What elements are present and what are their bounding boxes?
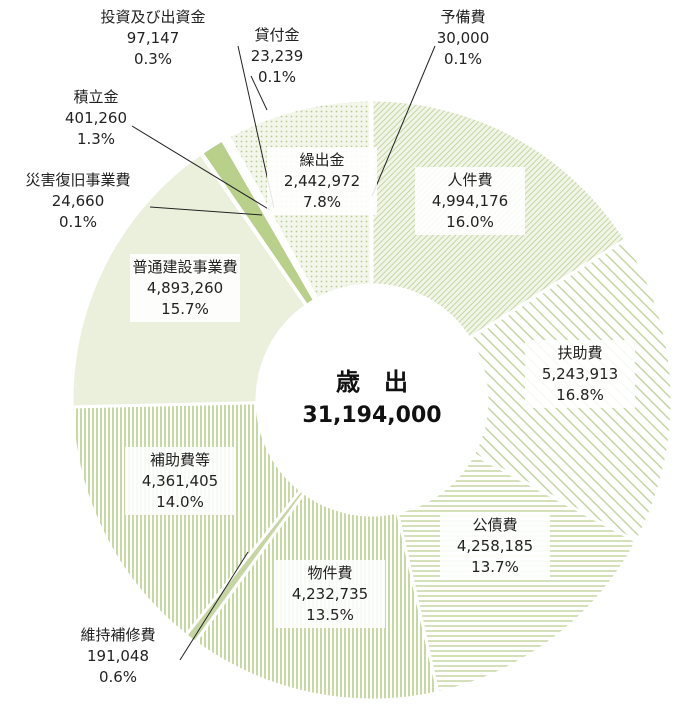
slice-percent-2: 13.7% [471,558,519,576]
slice-name-7: 災害復旧事業費 [25,171,130,189]
slice-value-9: 97,147 [127,29,180,47]
slice-name-11: 繰出金 [299,151,344,169]
slice-percent-7: 0.1% [59,213,97,231]
slice-label-box-2 [440,512,550,580]
slice-name-9: 投資及び出資金 [100,8,205,26]
slice-label-box-6 [130,254,240,322]
slice-percent-3: 13.5% [306,606,354,624]
slice-label-2: 公債費 4,258,185 13.7% [440,512,550,580]
slice-label-3: 物件費 4,232,735 13.5% [275,560,385,628]
slice-percent-9: 0.3% [134,50,172,68]
center-total: 31,194,000 [302,403,441,428]
slice-name-1: 扶助費 [557,344,602,362]
slice-percent-11: 7.8% [303,193,341,211]
slice-label-12: 予備費 30,000 0.1% [437,8,490,68]
slice-percent-0: 16.0% [446,213,494,231]
slice-value-10: 23,239 [251,47,304,65]
slice-name-2: 公債費 [472,516,517,534]
slice-value-8: 401,260 [65,109,127,127]
slice-name-12: 予備費 [440,8,485,26]
slice-labels: 人件費 4,994,176 16.0% 扶助費 5,243,913 16.8% 公債費 4,2… [25,8,635,686]
slice-value-7: 24,660 [52,192,105,210]
slice-percent-12: 0.1% [444,50,482,68]
slice-name-10: 貸付金 [254,26,299,44]
slice-percent-5: 14.0% [156,493,204,511]
slice-label-7: 災害復旧事業費 24,660 0.1% [25,171,130,231]
slice-percent-1: 16.8% [556,386,604,404]
leader-line-12 [371,45,436,197]
slice-label-box-0 [415,167,525,235]
slice-value-6: 4,893,260 [147,279,223,297]
slice-label-8: 積立金 401,260 1.3% [65,88,127,148]
slice-percent-10: 0.1% [258,68,296,86]
slice-label-0: 人件費 4,994,176 16.0% [415,167,525,235]
slice-value-11: 2,442,972 [284,172,360,190]
slice-percent-6: 15.7% [161,300,209,318]
slice-value-2: 4,258,185 [457,537,533,555]
slice-name-5: 補助費等 [150,451,210,469]
slice-value-5: 4,361,405 [142,472,218,490]
slice-label-box-3 [275,560,385,628]
slice-name-6: 普通建設事業費 [132,258,237,276]
slice-label-box-11 [267,147,377,215]
slice-value-3: 4,232,735 [292,585,368,603]
leader-line-8 [131,125,271,211]
slice-label-box-5 [125,447,235,515]
slice-label-9: 投資及び出資金 97,147 0.3% [100,8,205,68]
leader-line-4 [179,551,249,661]
slice-percent-4: 0.6% [99,668,137,686]
slice-label-box-1 [525,340,635,408]
slice-value-12: 30,000 [437,29,490,47]
slice-label-1: 扶助費 5,243,913 16.8% [525,340,635,408]
slice-label-10: 貸付金 23,239 0.1% [251,26,304,86]
slice-name-8: 積立金 [73,88,118,106]
center-title: 歳 出 [336,368,408,396]
slice-name-0: 人件費 [447,171,492,189]
slice-name-3: 物件費 [307,564,352,582]
slice-name-4: 維持補修費 [80,626,155,644]
slice-value-4: 191,048 [87,647,149,665]
leader-line-7 [149,206,263,216]
slice-value-0: 4,994,176 [432,192,508,210]
slice-label-6: 普通建設事業費 4,893,260 15.7% [130,254,240,322]
slice-percent-8: 1.3% [77,130,115,148]
leader-line-10 [250,75,268,111]
slice-label-5: 補助費等 4,361,405 14.0% [125,447,235,515]
slice-value-1: 5,243,913 [542,365,618,383]
slice-label-11: 繰出金 2,442,972 7.8% [267,147,377,215]
slice-label-4: 維持補修費 191,048 0.6% [80,626,155,686]
